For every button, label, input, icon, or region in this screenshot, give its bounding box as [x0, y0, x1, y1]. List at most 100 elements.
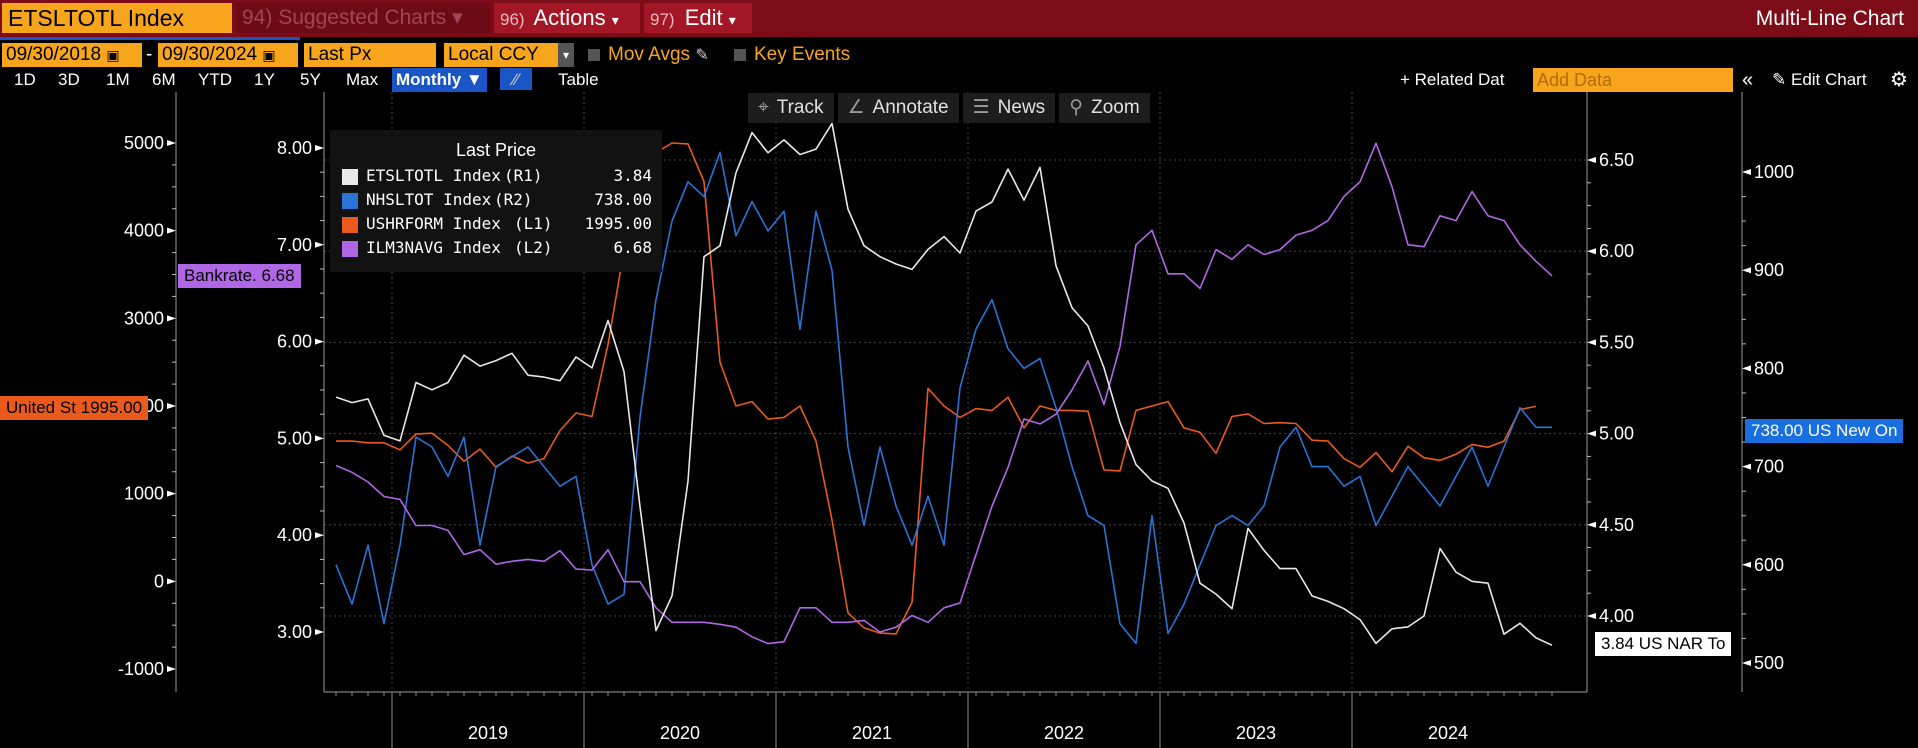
edit-chart-label: Edit Chart [1790, 70, 1867, 89]
currency-select[interactable]: Local CCY ▾ [444, 43, 574, 67]
legend-series-axis: (L1) [514, 214, 553, 233]
range-ytd[interactable]: YTD [198, 70, 232, 89]
calendar-icon[interactable]: ▣ [106, 47, 120, 63]
track-button[interactable]: ⌖ Track [748, 93, 834, 123]
collapse-left-icon[interactable]: « [1742, 69, 1754, 91]
add-data-input[interactable]: Add Data [1533, 68, 1733, 92]
chart-grid [324, 92, 1587, 748]
range-5y[interactable]: 5Y [300, 70, 321, 89]
track-label: Track [776, 97, 824, 118]
end-date-value: 09/30/2024 [162, 44, 258, 65]
related-data-button[interactable]: + Related Dat [1400, 70, 1505, 89]
range-max[interactable]: Max [346, 70, 379, 89]
axis-tick-label: 4.00 [1599, 606, 1634, 626]
range-1d[interactable]: 1D [14, 70, 36, 89]
legend-entry-nhsltot[interactable]: NHSLTOT Index (R2) 738.00 [342, 190, 652, 212]
start-date-input[interactable]: 09/30/2018 ▣ [2, 43, 142, 67]
chart-canvas[interactable]: -10000100020003000400050003.004.005.006.… [0, 92, 1918, 748]
axis-tick-label: 5000 [124, 133, 164, 153]
axis-tick-mark [1587, 430, 1596, 437]
axis-tick-label: -1000 [118, 659, 164, 679]
chart-legend[interactable]: Last Price ETSLTOTL Index (R1) 3.84 NHSL… [330, 130, 662, 272]
legend-entry-ushrform[interactable]: USHRFORM Index (L1) 1995.00 [342, 214, 652, 236]
axis-tick-label: 600 [1754, 555, 1784, 575]
axis-tick-label: 500 [1754, 653, 1784, 673]
chart-lines [335, 122, 1553, 646]
toolbar-underline [0, 37, 300, 40]
axis-tick-mark [1587, 521, 1596, 528]
range-1y[interactable]: 1Y [254, 70, 275, 89]
legend-entry-ilm3navg[interactable]: ILM3NAVG Index (L2) 6.68 [342, 238, 652, 260]
axis-tick-label: 6.00 [1599, 241, 1634, 261]
axis-tick-mark [1587, 339, 1596, 346]
start-date-value: 09/30/2018 [6, 44, 102, 65]
axis-tick-label: 3.00 [277, 622, 312, 642]
annotate-label: Annotate [872, 97, 949, 118]
pencil-icon[interactable]: ✎ [695, 47, 709, 64]
legend-entry-etsltotl[interactable]: ETSLTOTL Index (R1) 3.84 [342, 166, 652, 188]
key-events-label: Key Events [754, 44, 851, 65]
news-button[interactable]: ☰ News [962, 93, 1056, 123]
range-6m[interactable]: 6M [152, 70, 176, 89]
legend-title: Last Price [455, 140, 537, 160]
axis-tick-mark [1742, 561, 1751, 568]
x-tick-label: 2020 [660, 723, 700, 743]
axis-tick-label: 3000 [124, 308, 164, 328]
ushrform-flag: United St 1995.00 [0, 396, 149, 420]
currency-value: Local CCY [448, 44, 539, 65]
legend-series-axis: (R2) [494, 190, 533, 209]
news-label: News [997, 97, 1046, 118]
annotate-icon: ∠ [847, 97, 865, 118]
axis-tick-mark [315, 241, 324, 248]
axis-tick-mark [1742, 169, 1751, 175]
legend-series-name: ETSLTOTL Index [366, 166, 501, 185]
axis-tick-mark [167, 403, 176, 409]
edit-menu-button[interactable]: 97) Edit ▾ [644, 3, 752, 33]
axis-tick-label: 800 [1754, 358, 1784, 378]
suggested-charts-label: Suggested Charts [278, 6, 447, 29]
axis-tick-mark [315, 629, 324, 635]
actions-menu-button[interactable]: 96) Actions ▾ [494, 3, 640, 33]
legend-series-name: ILM3NAVG Index [366, 238, 501, 257]
range-bar: 1D 3D 1M 6M YTD 1Y 5Y Max Monthly ▼ ⁄⁄ T… [0, 68, 1918, 92]
chevron-down-icon: ▾ [611, 12, 619, 28]
axis-tick-label: 6.00 [277, 332, 312, 352]
price-field-select[interactable]: Last Px [304, 43, 436, 67]
x-tick-label: 2021 [852, 723, 892, 743]
news-icon: ☰ [972, 97, 990, 118]
axis-tick-mark [167, 578, 176, 585]
zoom-button[interactable]: ⚲ Zoom [1059, 93, 1150, 123]
annotate-button[interactable]: ∠ Annotate [837, 93, 959, 123]
axis-tick-mark [315, 435, 324, 442]
checkbox-icon[interactable] [734, 49, 746, 61]
legend-series-name: NHSLTOT Index [366, 190, 492, 209]
x-tick-label: 2024 [1428, 723, 1468, 743]
calendar-icon[interactable]: ▣ [262, 47, 276, 63]
ticker-input[interactable]: ETSLTOTL Index [2, 3, 232, 33]
axis-tick-label: 0 [154, 571, 164, 591]
range-1m[interactable]: 1M [106, 70, 130, 89]
mov-avgs-label: Mov Avgs [608, 44, 691, 65]
axis-tick-mark [167, 140, 176, 146]
end-date-input[interactable]: 09/30/2024 ▣ [158, 43, 298, 67]
legend-series-name: USHRFORM Index [366, 214, 501, 233]
legend-swatch [342, 217, 358, 233]
range-3d[interactable]: 3D [58, 70, 80, 89]
axis-tick-mark [1742, 660, 1751, 666]
suggested-charts-button[interactable]: 94) Suggested Charts ▾ [236, 3, 490, 33]
frequency-select[interactable]: Monthly ▼ [392, 68, 487, 92]
axis-tick-label: 5.00 [1599, 424, 1634, 444]
checkbox-icon[interactable] [588, 49, 600, 61]
legend-series-value: 3.84 [613, 166, 652, 185]
gear-icon[interactable]: ⚙ [1890, 69, 1908, 91]
chevron-down-icon[interactable]: ▾ [558, 43, 574, 67]
series-line-nhsltot [335, 151, 1552, 645]
line-chart-icon[interactable]: ⁄⁄ [500, 68, 532, 90]
table-button[interactable]: Table [558, 70, 599, 89]
axis-tick-mark [1587, 613, 1596, 619]
edit-chart-button[interactable]: ✎ Edit Chart [1772, 68, 1867, 92]
key-events-toggle[interactable]: Key Events [734, 43, 850, 67]
pencil-icon: ✎ [1772, 70, 1787, 89]
mov-avgs-toggle[interactable]: Mov Avgs ✎ [588, 43, 709, 67]
axis-tick-label: 4.00 [277, 525, 312, 545]
